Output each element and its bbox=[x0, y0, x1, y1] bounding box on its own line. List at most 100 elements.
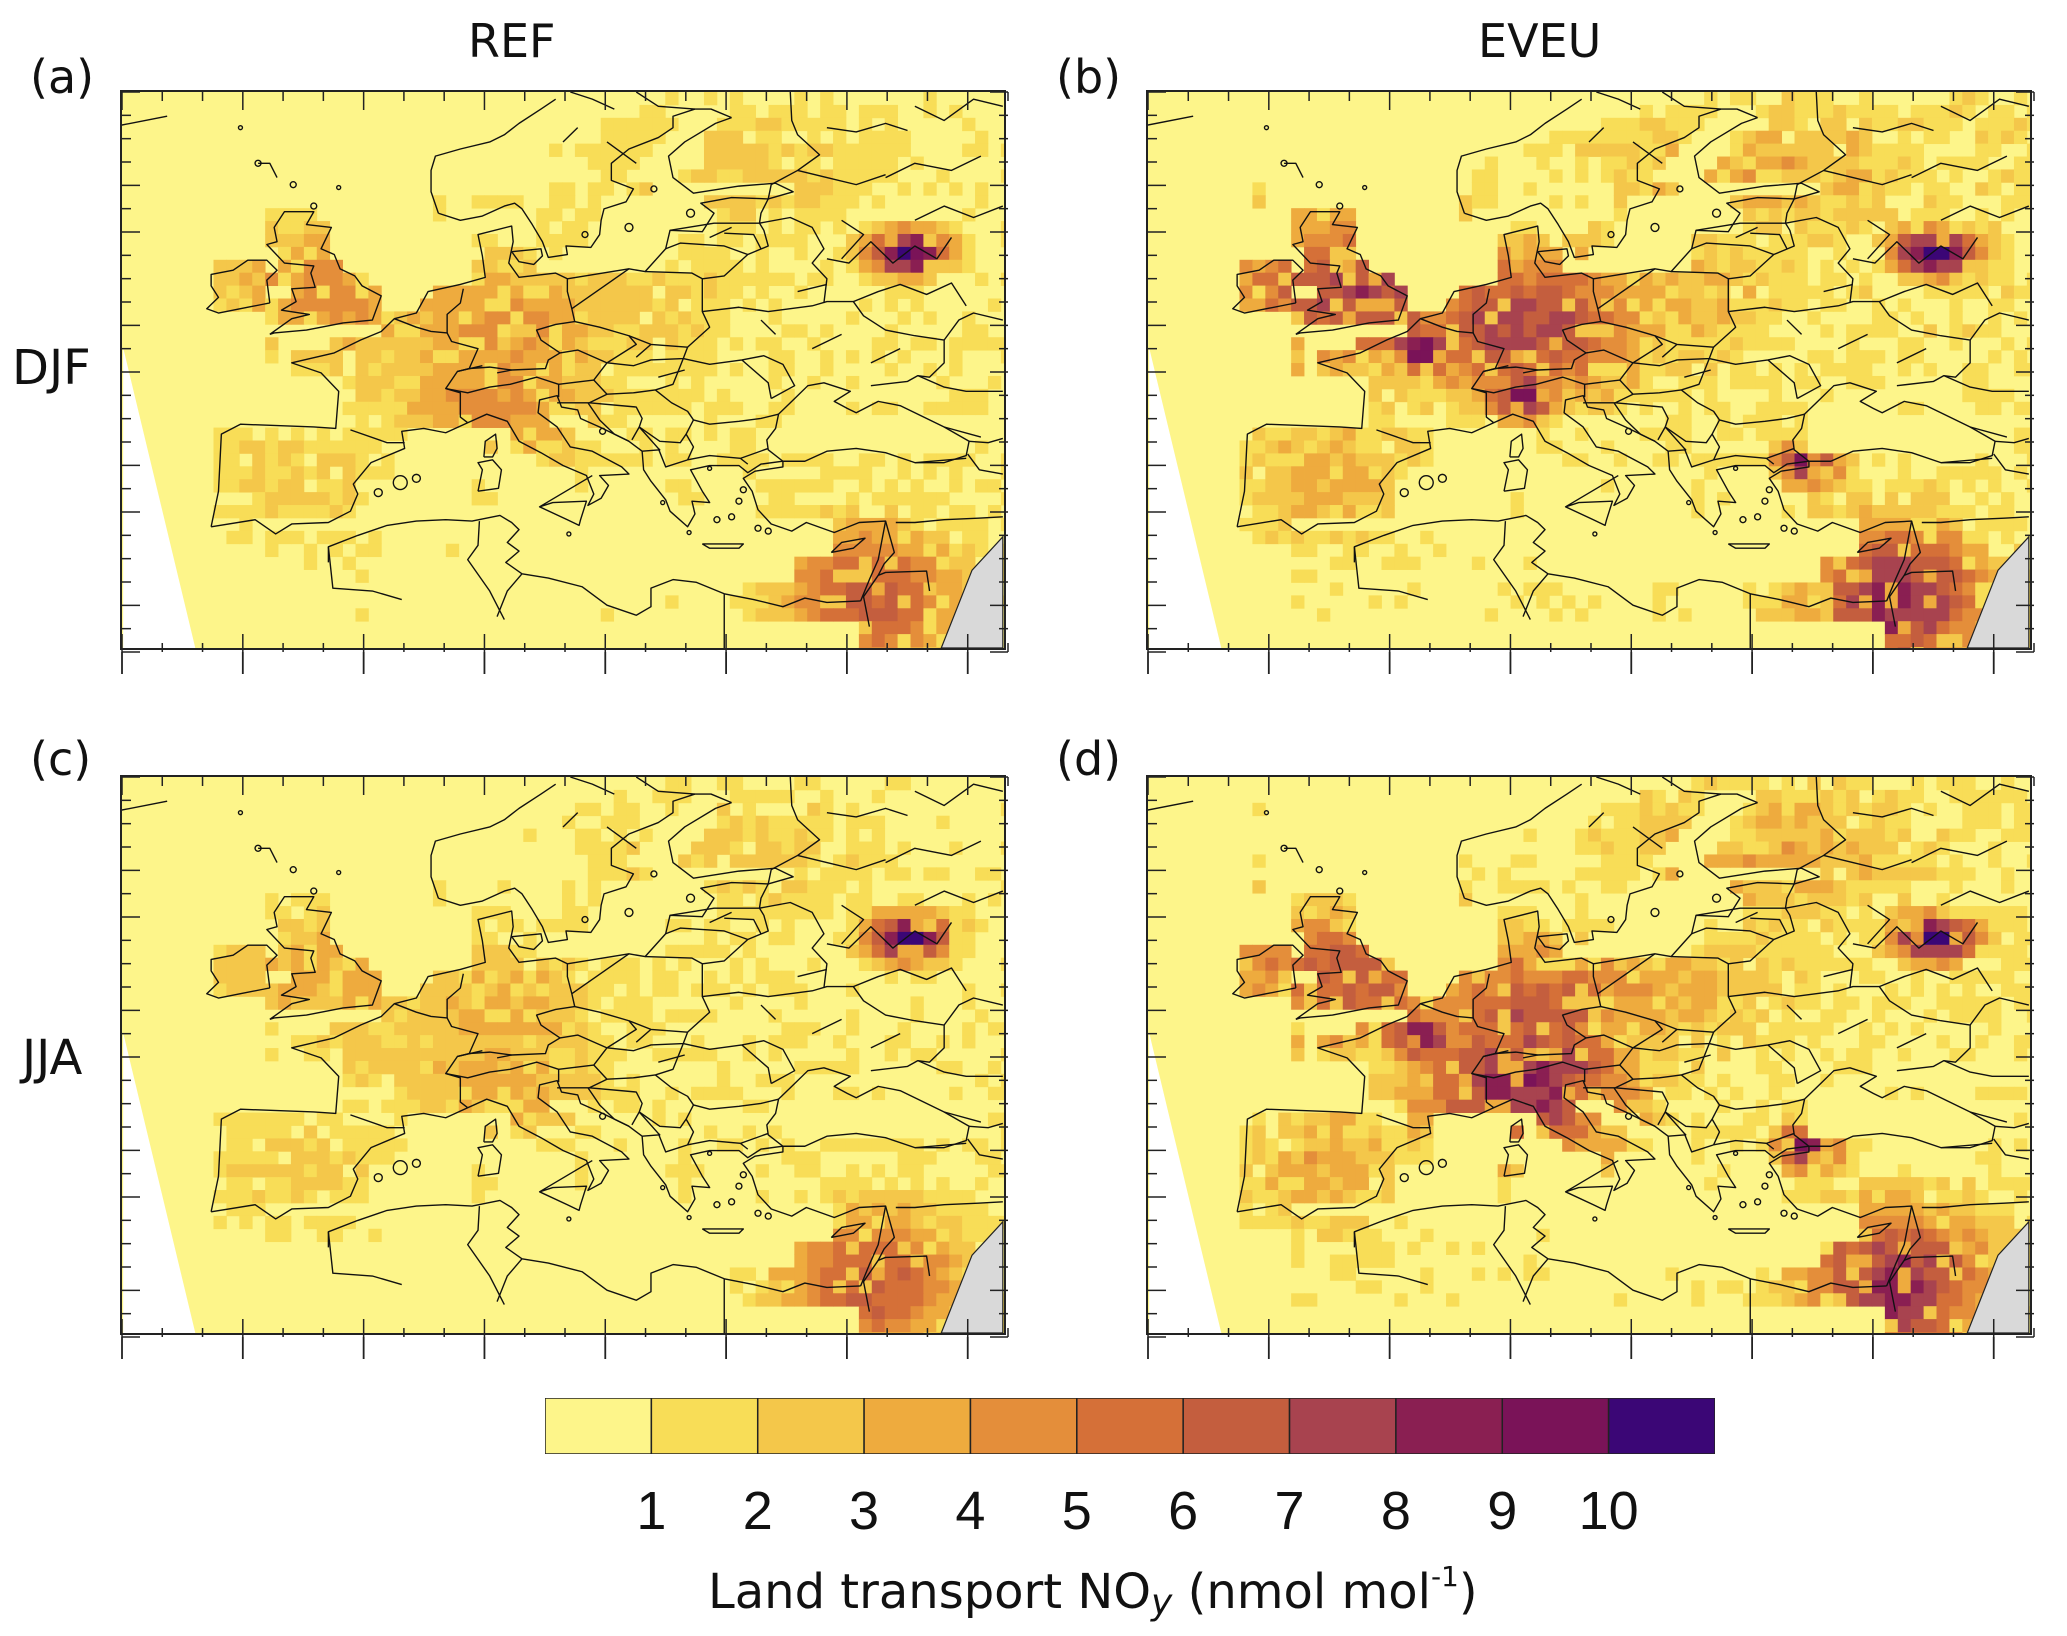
nox-cell bbox=[820, 453, 834, 467]
nox-cell bbox=[1600, 388, 1615, 403]
nox-cell bbox=[1859, 815, 1873, 830]
nox-cell bbox=[1510, 259, 1524, 274]
nox-cell bbox=[1846, 556, 1860, 570]
nox-cell bbox=[652, 1099, 666, 1113]
nox-cell bbox=[897, 1164, 911, 1178]
nox-cell bbox=[962, 453, 976, 467]
nox-cell bbox=[665, 272, 679, 287]
nox-cell bbox=[962, 996, 976, 1010]
nox-cell bbox=[1304, 298, 1318, 312]
nox-cell bbox=[303, 1035, 318, 1049]
nox-cell bbox=[420, 401, 434, 416]
nox-cell bbox=[678, 388, 692, 403]
nox-cell bbox=[794, 208, 808, 222]
nox-cell bbox=[587, 880, 602, 894]
nox-cell bbox=[1781, 92, 1795, 106]
nox-cell bbox=[716, 233, 731, 248]
nox-cell bbox=[1497, 388, 1511, 403]
nox-cell bbox=[536, 350, 550, 364]
nox-cell bbox=[290, 918, 305, 933]
nox-cell bbox=[936, 1202, 950, 1217]
nox-cell bbox=[2026, 931, 2030, 946]
nox-cell bbox=[1265, 970, 1279, 984]
nox-cell bbox=[1794, 221, 1808, 235]
nox-cell bbox=[1575, 893, 1589, 907]
nox-cell bbox=[1975, 530, 1989, 545]
nox-cell bbox=[858, 957, 873, 972]
nox-cell bbox=[303, 492, 318, 506]
nox-cell bbox=[1729, 143, 1744, 157]
nox-cell bbox=[1910, 647, 1924, 648]
nox-cell bbox=[1691, 970, 1705, 984]
nox-cell bbox=[755, 130, 769, 145]
outline bbox=[327, 514, 861, 616]
nox-cell bbox=[1588, 970, 1602, 984]
nox-cell bbox=[1975, 130, 1989, 145]
nox-cell bbox=[562, 363, 576, 377]
nox-cell bbox=[691, 246, 705, 261]
nox-cell bbox=[987, 375, 1002, 390]
nox-cell bbox=[1329, 285, 1344, 299]
nox-cell bbox=[1239, 957, 1253, 972]
nox-cell bbox=[1897, 906, 1912, 920]
nox-cell bbox=[1639, 388, 1653, 403]
nox-cell bbox=[420, 375, 434, 390]
nox-cell bbox=[1884, 789, 1899, 804]
nox-cell bbox=[1859, 828, 1873, 842]
nox-cell bbox=[626, 1009, 640, 1023]
nox-cell bbox=[703, 324, 718, 338]
nox-cell bbox=[716, 893, 731, 907]
outline bbox=[1709, 355, 1822, 400]
nox-cell bbox=[729, 893, 744, 907]
outline bbox=[1911, 155, 2008, 179]
nox-cell bbox=[252, 272, 266, 287]
nox-cell bbox=[833, 104, 847, 119]
nox-cell bbox=[265, 957, 279, 972]
nox-cell bbox=[1536, 582, 1550, 596]
nox-cell bbox=[1678, 789, 1692, 804]
nox-cell bbox=[510, 414, 524, 428]
nox-cell bbox=[820, 479, 834, 493]
nox-cell bbox=[613, 156, 627, 170]
nox-cell bbox=[1820, 789, 1834, 804]
nox-cell bbox=[1252, 453, 1266, 467]
nox-cell bbox=[1588, 828, 1602, 842]
outline bbox=[767, 92, 821, 200]
nox-cell bbox=[613, 841, 627, 855]
nox-cell bbox=[742, 815, 757, 830]
nox-cell bbox=[871, 453, 886, 467]
nox-cell bbox=[484, 1009, 498, 1023]
nox-cell bbox=[884, 1319, 898, 1333]
nox-cell bbox=[265, 466, 279, 480]
nox-cell bbox=[1316, 427, 1331, 441]
nox-cell bbox=[871, 854, 886, 868]
nox-cell bbox=[484, 233, 498, 248]
nox-cell bbox=[845, 143, 860, 157]
nox-cell bbox=[1252, 492, 1266, 506]
nox-cell bbox=[600, 388, 615, 403]
island-outline bbox=[739, 1171, 748, 1179]
nox-cell bbox=[1988, 802, 2002, 817]
nox-cell bbox=[858, 1241, 873, 1255]
nox-cell bbox=[820, 505, 834, 519]
nox-cell bbox=[845, 815, 860, 830]
nox-cell bbox=[1729, 815, 1744, 830]
axis-ticks bbox=[121, 91, 1009, 674]
nox-cell bbox=[1884, 492, 1899, 506]
nox-cell bbox=[1291, 440, 1305, 454]
nox-cell bbox=[213, 957, 227, 972]
nox-cell bbox=[936, 246, 950, 261]
nox-cell bbox=[342, 1177, 356, 1191]
nox-cell bbox=[252, 957, 266, 972]
nox-cell bbox=[484, 996, 498, 1010]
nox-cell bbox=[1794, 143, 1808, 157]
nox-cell bbox=[1949, 233, 1963, 248]
nox-cell bbox=[213, 479, 227, 493]
nox-cell bbox=[1768, 401, 1783, 416]
nox-cell bbox=[884, 1228, 898, 1243]
nox-cell bbox=[820, 789, 834, 804]
nox-cell bbox=[1497, 311, 1511, 325]
nox-cell bbox=[316, 931, 331, 946]
nox-cell bbox=[1923, 634, 1937, 648]
nox-cell bbox=[497, 246, 511, 261]
